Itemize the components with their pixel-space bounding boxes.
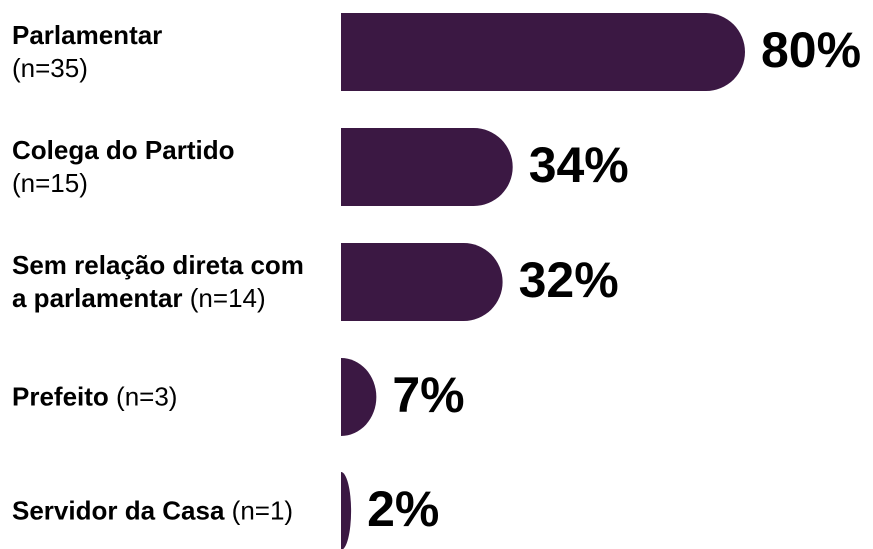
value-label: 80% (761, 22, 861, 78)
bar (341, 358, 377, 436)
bar (341, 472, 352, 549)
category-name: Colega do Partido (12, 135, 235, 165)
value-label: 34% (529, 137, 629, 193)
sample-size: (n=14) (189, 283, 266, 313)
bar (341, 243, 503, 321)
category-label: Colega do Partido (n=15) (12, 134, 262, 200)
category-name: Servidor da Casa (12, 495, 225, 526)
bar (341, 13, 745, 91)
sample-size: (n=15) (12, 168, 88, 198)
category-name: Sem relação direta com a parlamentar (12, 250, 304, 313)
value-label: 2% (367, 481, 439, 537)
category-label: Servidor da Casa (n=1) (12, 495, 297, 528)
category-label: Parlamentar (n=35) (12, 19, 222, 85)
sample-size: (n=1) (231, 495, 294, 526)
value-label: 32% (519, 252, 619, 308)
category-label: Sem relação direta com a parlamentar (n=… (12, 249, 312, 315)
category-name: Prefeito (12, 381, 109, 412)
value-label: 7% (392, 367, 464, 423)
category-label: Prefeito (n=3) (12, 381, 312, 414)
sample-size: (n=3) (116, 381, 178, 412)
bar (341, 128, 513, 206)
sample-size: (n=35) (12, 53, 88, 83)
category-name: Parlamentar (12, 20, 163, 50)
